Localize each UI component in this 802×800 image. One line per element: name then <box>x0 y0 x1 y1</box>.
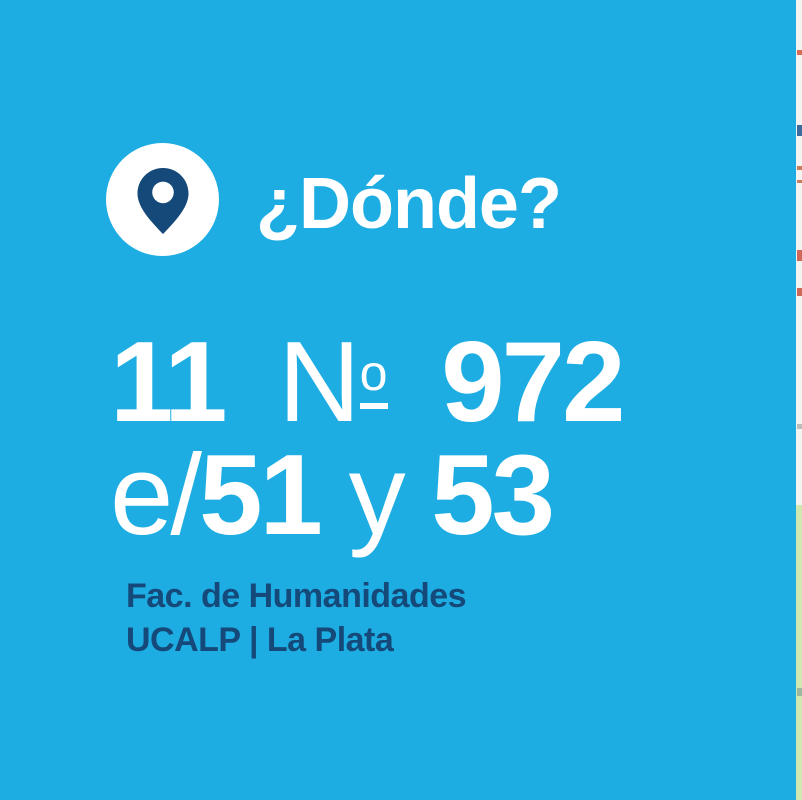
conjunction: y <box>319 432 432 559</box>
edge-fragment <box>797 180 802 183</box>
edge-fragment <box>797 50 802 55</box>
number-sign-ordinal: o <box>359 348 388 410</box>
number-sign: N <box>278 319 360 446</box>
address-line-1: 11 No 972 <box>110 326 626 440</box>
cross-street-to: 53 <box>431 432 555 559</box>
cross-street-from: 51 <box>199 432 323 559</box>
street-number: 11 <box>110 319 228 446</box>
address-line-2: e/51 y 53 <box>110 439 623 553</box>
address-block: 11 No 972 e/51 y 53 <box>110 326 626 553</box>
edge-fragment <box>797 688 802 696</box>
edge-fragment <box>797 125 802 136</box>
between-prefix: e/ <box>110 432 202 559</box>
section-title: ¿Dónde? <box>256 164 562 244</box>
edge-fragment <box>797 250 802 261</box>
venue-name: Fac. de Humanidades <box>126 577 467 615</box>
edge-fragment <box>797 288 802 296</box>
house-number: 972 <box>441 319 625 446</box>
venue-block: Fac. de Humanidades UCALP | La Plata <box>126 574 467 662</box>
page-edge-green-section <box>796 505 802 800</box>
edge-fragment <box>797 166 802 170</box>
map-pin-icon <box>136 167 189 234</box>
page-edge-strip <box>796 0 802 800</box>
location-badge <box>106 143 219 256</box>
venue-location: UCALP | La Plata <box>126 621 394 659</box>
edge-fragment <box>797 424 802 429</box>
